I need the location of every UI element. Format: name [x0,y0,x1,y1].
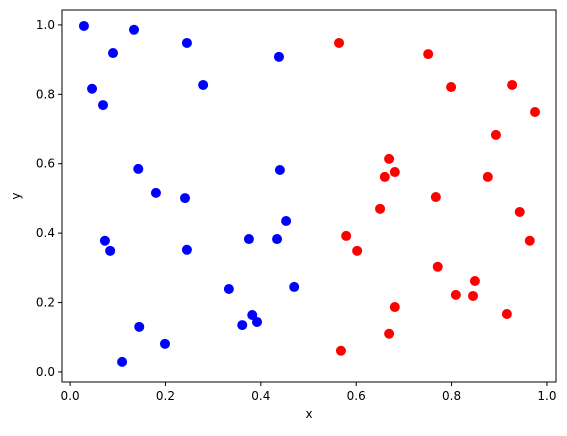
point [384,328,395,339]
x-tick-label: 0.4 [251,389,270,403]
point [384,153,395,164]
point [198,79,209,90]
point [98,100,109,111]
point [134,321,145,332]
point [105,245,116,256]
point [180,193,191,204]
x-tick-label: 0.6 [347,389,366,403]
point [389,302,400,313]
point [482,171,493,182]
point [273,51,284,62]
point [243,234,254,245]
point [423,49,434,60]
point [78,20,89,31]
y-axis-label: y [9,192,23,199]
point [375,203,386,214]
y-tick-label: 1.0 [36,18,55,32]
y-tick-label: 0.6 [36,157,55,171]
point [274,164,285,175]
point [430,192,441,203]
point [133,163,144,174]
point [272,234,283,245]
point [252,316,263,327]
point [223,284,234,294]
point [129,24,140,35]
point [468,290,479,301]
x-axis-label: x [305,407,312,421]
x-tick-label: 1.0 [537,389,556,403]
point [446,82,457,93]
point [150,187,161,198]
point [99,235,110,246]
point [530,107,541,118]
point [450,289,461,300]
point [524,235,535,246]
point [432,261,443,272]
point [501,308,512,319]
point [335,345,346,356]
point [352,245,363,256]
point [159,338,170,349]
x-tick-label: 0.2 [156,389,175,403]
point [469,276,480,287]
plot-frame [61,9,557,383]
point [87,83,98,94]
point [490,129,501,140]
point [181,244,192,255]
y-tick-label: 0.0 [36,365,55,379]
point [334,37,345,48]
point [341,230,352,241]
point [507,79,518,90]
point [514,206,525,217]
point [379,171,390,182]
point [389,167,400,178]
point [289,281,300,292]
point [237,320,248,331]
point [108,48,119,59]
point [281,215,292,226]
point [181,37,192,48]
y-tick-label: 0.2 [36,296,55,310]
y-tick-label: 0.8 [36,87,55,101]
point [117,356,128,367]
x-tick-label: 0.0 [61,389,80,403]
x-tick-label: 0.8 [442,389,461,403]
y-tick-label: 0.4 [36,226,55,240]
